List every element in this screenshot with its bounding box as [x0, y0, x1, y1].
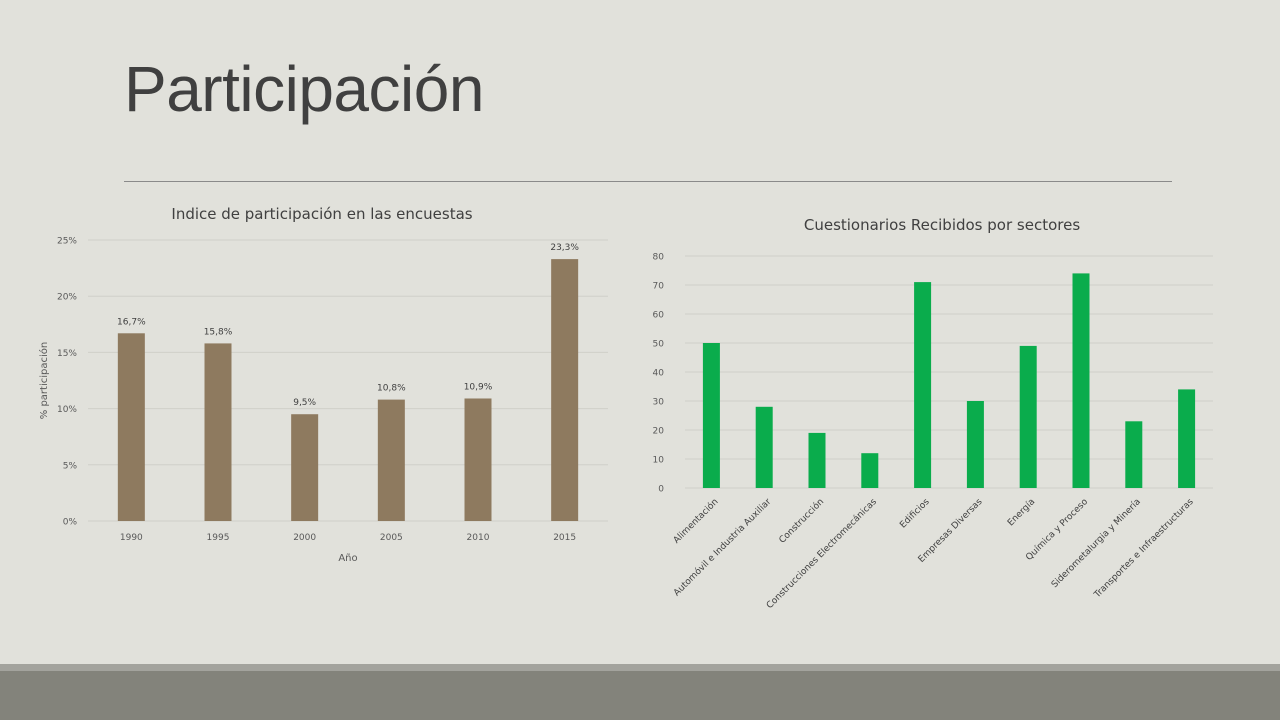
y-tick-label: 10 [653, 456, 665, 466]
data-label: 16,7% [117, 317, 146, 327]
y-tick-label: 25% [57, 237, 77, 247]
participation-index-chart: Indice de participación en las encuestas… [20, 195, 620, 595]
x-tick-label: 2005 [380, 533, 403, 543]
x-tick-label: 1990 [120, 533, 143, 543]
questionnaires-by-sector-chart: Cuestionarios Recibidos por sectores 0 10 2… [620, 205, 1220, 625]
bar [914, 282, 932, 488]
x-axis-label: Año [338, 553, 357, 564]
x-tick-label: Construcciones Electromecánicas [765, 497, 879, 611]
y-tick-label: 15% [57, 349, 77, 359]
bar [1125, 421, 1143, 488]
footer-stripe [0, 664, 1280, 671]
bar [1072, 273, 1090, 488]
x-tick-label: Automóvil e Industria Auxiliar [671, 496, 773, 598]
x-tick-label: Transportes e Infraestructuras [1092, 497, 1196, 601]
data-label: 10,8% [377, 384, 406, 394]
x-tick-label: Edificios [898, 497, 932, 531]
bar [861, 453, 879, 488]
x-tick-label: Siderometalurgia y Minería [1050, 497, 1143, 590]
bar [808, 432, 826, 488]
participation-chart-svg: Indice de participación en las encuestas… [38, 205, 608, 564]
y-tick-label: 20% [57, 293, 77, 303]
x-tick-label: 2015 [553, 533, 576, 543]
y-tick-label: 80 [653, 253, 665, 263]
bar [377, 399, 405, 521]
y-tick-label: 5% [63, 461, 78, 471]
x-tick-label: 2010 [467, 533, 490, 543]
bar [204, 343, 232, 521]
title-divider [124, 181, 1172, 182]
x-tick-label: Construcción [777, 496, 826, 545]
x-tick-label: Alimentación [671, 496, 720, 545]
y-axis-label: % participación [38, 342, 50, 419]
data-label: 15,8% [204, 327, 233, 337]
bar [1019, 345, 1037, 488]
y-tick-label: 30 [653, 398, 665, 408]
bar [291, 414, 319, 521]
y-tick-label: 0 [658, 485, 664, 495]
bar [966, 401, 984, 488]
bar [702, 343, 720, 488]
y-tick-label: 20 [653, 427, 665, 437]
bar [464, 398, 492, 521]
sector-chart-svg: Cuestionarios Recibidos por sectores 0 10 2… [653, 216, 1213, 611]
y-tick-label: 10% [57, 405, 77, 415]
y-tick-label: 40 [653, 369, 665, 379]
y-tick-label: 70 [653, 282, 665, 292]
bar [551, 259, 579, 521]
y-tick-label: 50 [653, 340, 665, 350]
x-tick-label: Energía [1006, 497, 1037, 528]
chart-title: Indice de participación en las encuestas [171, 205, 472, 223]
footer-bar [0, 671, 1280, 720]
data-label: 10,9% [464, 382, 493, 392]
bar [117, 333, 145, 521]
chart-title: Cuestionarios Recibidos por sectores [804, 216, 1080, 234]
bar [755, 406, 773, 488]
slide-title: Participación [124, 53, 484, 125]
x-tick-label: 2000 [293, 533, 316, 543]
bar [1178, 389, 1196, 488]
y-tick-label: 60 [653, 311, 665, 321]
data-label: 23,3% [550, 243, 579, 253]
y-tick-label: 0% [63, 518, 78, 528]
data-label: 9,5% [293, 398, 316, 408]
x-tick-label: 1995 [207, 533, 230, 543]
